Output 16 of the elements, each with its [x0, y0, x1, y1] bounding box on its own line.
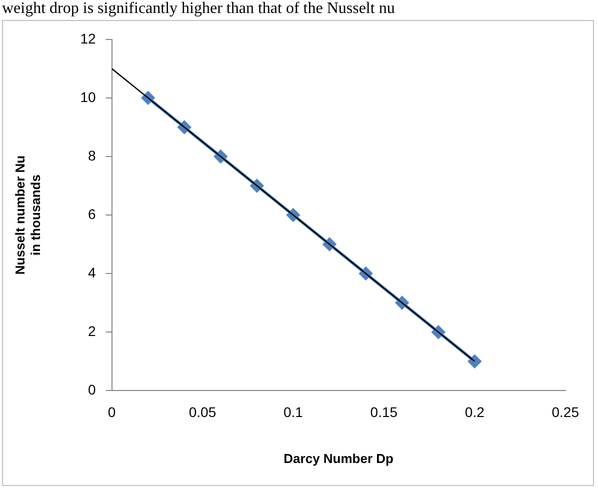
x-tick-label: 0.15: [370, 404, 398, 420]
y-tick-label: 8: [88, 147, 96, 164]
x-tick-label: 0: [108, 404, 116, 420]
x-tick-label: 0.1: [283, 404, 304, 420]
x-tick-label: 0.25: [552, 404, 580, 420]
x-tick-label: 0.2: [464, 404, 485, 420]
x-tick-label: 0.05: [188, 404, 216, 420]
y-tick-label: 0: [88, 381, 96, 398]
y-tick-label: 2: [88, 322, 96, 339]
y-tick-label: 6: [88, 206, 96, 222]
x-axis-title: Darcy Number Dp: [284, 450, 394, 466]
y-axis-title: Nusselt number Nu in thousands: [12, 155, 43, 275]
y-tick-label: 12: [80, 30, 96, 46]
text: weight drop is significantly higher than that of the Nusselt nu: [1, 0, 396, 18]
y-tick-label: 4: [88, 264, 96, 280]
y-tick-label: 10: [80, 88, 96, 105]
